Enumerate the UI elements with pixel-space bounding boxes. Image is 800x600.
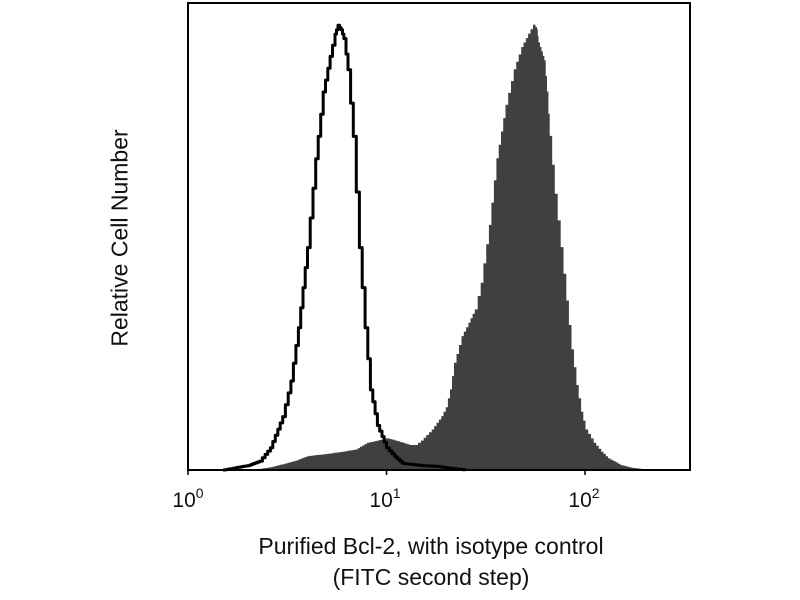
- plot-frame: [187, 2, 691, 471]
- x-tick-exp-2: 2: [591, 485, 600, 501]
- x-tick-base-0: 10: [172, 489, 196, 512]
- x-tick-base-2: 10: [568, 489, 592, 512]
- x-tick-label-1: 101: [369, 485, 400, 513]
- x-axis-label-line1: Purified Bcl-2, with isotype control: [258, 533, 604, 559]
- x-tick-exp-0: 0: [195, 485, 204, 501]
- y-axis-label: Relative Cell Number: [106, 129, 133, 347]
- series-outline-histogram: [223, 23, 467, 472]
- x-tick-label-0: 100: [172, 485, 203, 513]
- x-tick-exp-1: 1: [392, 485, 401, 501]
- x-axis-label-line2: (FITC second step): [332, 564, 530, 590]
- series-filled-histogram: [256, 24, 646, 471]
- series-layer: [223, 23, 646, 472]
- x-tick-label-2: 102: [568, 485, 599, 513]
- x-tick-base-1: 10: [369, 489, 393, 512]
